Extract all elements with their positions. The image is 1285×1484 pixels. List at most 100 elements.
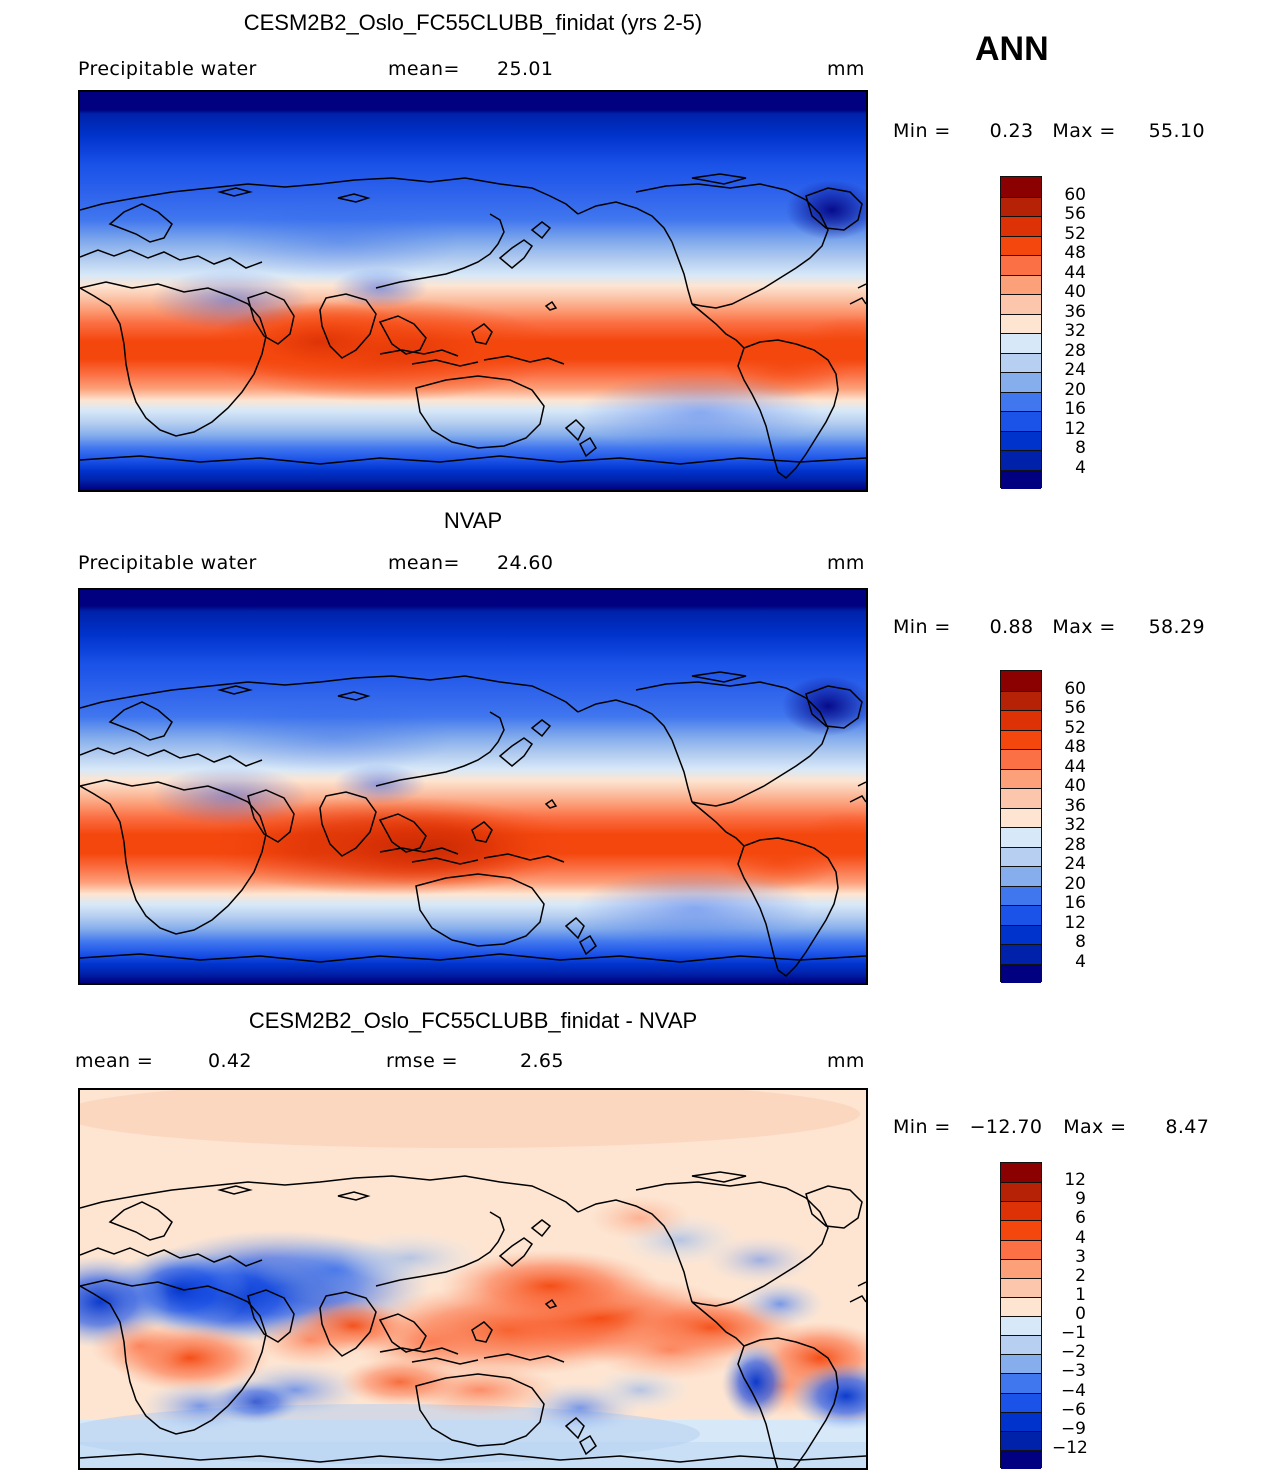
panel-model-units: mm: [827, 58, 865, 80]
colorbar-band: [1001, 372, 1041, 392]
colorbar-tick-label: −4: [1060, 1380, 1086, 1401]
colorbar-band: [1001, 1182, 1041, 1202]
colorbar-tick-label: 56: [1064, 698, 1086, 718]
colorbar-band: [1001, 846, 1041, 866]
colorbar-tick-label: 9: [1075, 1189, 1086, 1210]
colorbar-band: [1001, 749, 1041, 769]
colorbar-band: [1001, 1258, 1041, 1278]
colorbar-band: [1001, 274, 1041, 294]
colorbar-band: [1001, 1430, 1041, 1450]
colorbar-model-ticks: 60 56 52 48 44 40 36 32 28 24 20 16 12 8 4: [1052, 176, 1122, 488]
panel-diff-mean-label: mean =: [75, 1050, 154, 1072]
colorbar-band: [1001, 905, 1041, 925]
panel-model-mean-label: mean=: [388, 58, 460, 80]
panel-model-title: CESM2B2_Oslo_FC55CLUBB_finidat (yrs 2-5): [243, 10, 703, 35]
panel-diff-min-label: Min =: [893, 1116, 951, 1138]
colorbar-band: [1001, 255, 1041, 275]
colorbar-band: [1001, 450, 1041, 470]
colorbar-band: [1001, 1373, 1041, 1393]
colorbar-band: [1001, 690, 1041, 710]
panel-model-mean-value: 25.01: [497, 58, 554, 80]
panel-diff-rmse-label: rmse =: [386, 1050, 458, 1072]
colorbar-tick-label: −3: [1060, 1361, 1086, 1382]
colorbar-tick-label: 60: [1064, 678, 1086, 699]
colorbar-tick-label: −2: [1060, 1342, 1086, 1363]
colorbar-tick-label: 8: [1075, 932, 1086, 952]
panel-obs-mean-label: mean=: [388, 552, 460, 574]
colorbar-band: [1001, 196, 1041, 216]
colorbar-tick-label: 24: [1064, 360, 1086, 380]
colorbar-band: [1001, 430, 1041, 450]
colorbar-tick-label: −12: [1052, 1437, 1088, 1458]
colorbar-band: [1001, 1316, 1041, 1336]
map-model-svg: [80, 92, 866, 490]
colorbar-tick-label: 12: [1064, 912, 1086, 933]
colorbar-band: [1001, 807, 1041, 827]
colorbar-tick-label: 16: [1064, 399, 1086, 419]
panel-diff-minmax: Min = −12.70 Max = 8.47: [893, 1116, 1209, 1138]
colorbar-band: [1001, 469, 1041, 489]
colorbar-tick-label: 44: [1064, 756, 1086, 777]
map-panel-difference[interactable]: [78, 1088, 868, 1470]
colorbar-obs-ticks: 60 56 52 48 44 40 36 32 28 24 20 16 12 8 4: [1052, 670, 1122, 982]
panel-diff-title: CESM2B2_Oslo_FC55CLUBB_finidat - NVAP: [248, 1008, 698, 1033]
panel-obs-max-value: 58.29: [1148, 616, 1205, 638]
colorbar-tick-label: 3: [1075, 1246, 1086, 1267]
panel-obs-title: NVAP: [443, 508, 503, 533]
colorbar-tick-label: 36: [1064, 301, 1086, 322]
colorbar-model[interactable]: [1000, 176, 1042, 489]
colorbar-band: [1001, 1335, 1041, 1355]
colorbar-band: [1001, 235, 1041, 255]
panel-obs-minmax: Min = 0.88 Max = 58.29: [893, 616, 1205, 638]
colorbar-band: [1001, 710, 1041, 730]
colorbar-band: [1001, 885, 1041, 905]
panel-obs-mean-value: 24.60: [497, 552, 554, 574]
colorbar-tick-label: 20: [1064, 379, 1086, 400]
colorbar-band: [1001, 177, 1041, 197]
colorbar-difference-ticks: 12 9 6 4 3 2 1 0 −1 −2 −3 −4 −6 −9 −12: [1052, 1162, 1122, 1468]
map-obs-svg: [80, 590, 866, 983]
season-label: ANN: [975, 30, 1049, 68]
colorbar-tick-label: 6: [1075, 1208, 1086, 1229]
colorbar-tick-label: 52: [1064, 717, 1086, 738]
colorbar-tick-label: 4: [1075, 951, 1086, 972]
colorbar-band: [1001, 924, 1041, 944]
colorbar-band: [1001, 1201, 1041, 1221]
colorbar-tick-label: 44: [1064, 262, 1086, 283]
map-panel-obs[interactable]: [78, 588, 868, 985]
panel-obs-min-value: 0.88: [989, 616, 1034, 638]
panel-model-minmax: Min = 0.23 Max = 55.10: [893, 120, 1205, 142]
colorbar-tick-label: 4: [1075, 457, 1086, 478]
colorbar-band: [1001, 827, 1041, 847]
colorbar-tick-label: 40: [1064, 282, 1086, 302]
colorbar-band: [1001, 1411, 1041, 1431]
colorbar-tick-label: −9: [1060, 1418, 1086, 1439]
colorbar-band: [1001, 1449, 1041, 1469]
colorbar-tick-label: 2: [1075, 1265, 1086, 1286]
colorbar-difference[interactable]: [1000, 1162, 1042, 1469]
colorbar-tick-label: 52: [1064, 223, 1086, 244]
colorbar-tick-label: 48: [1064, 737, 1086, 757]
colorbar-tick-label: 32: [1064, 815, 1086, 835]
colorbar-tick-label: 12: [1064, 1170, 1086, 1191]
colorbar-tick-label: 28: [1064, 340, 1086, 361]
colorbar-band: [1001, 944, 1041, 964]
colorbar-tick-label: 12: [1064, 418, 1086, 439]
colorbar-tick-label: 28: [1064, 834, 1086, 855]
colorbar-band: [1001, 333, 1041, 353]
colorbar-band: [1001, 216, 1041, 236]
colorbar-tick-label: 0: [1075, 1304, 1086, 1324]
colorbar-tick-label: 24: [1064, 854, 1086, 874]
colorbar-band: [1001, 391, 1041, 411]
colorbar-band: [1001, 411, 1041, 431]
panel-diff-max-label: Max =: [1063, 1116, 1127, 1138]
map-diff-svg: [80, 1090, 866, 1468]
colorbar-tick-label: 40: [1064, 776, 1086, 796]
colorbar-band: [1001, 1163, 1041, 1183]
colorbar-obs[interactable]: [1000, 670, 1042, 983]
colorbar-band: [1001, 1296, 1041, 1316]
panel-diff-max-value: 8.47: [1165, 1116, 1210, 1138]
map-panel-model[interactable]: [78, 90, 868, 492]
colorbar-tick-label: −6: [1060, 1399, 1086, 1420]
panel-diff-units: mm: [827, 1050, 865, 1072]
